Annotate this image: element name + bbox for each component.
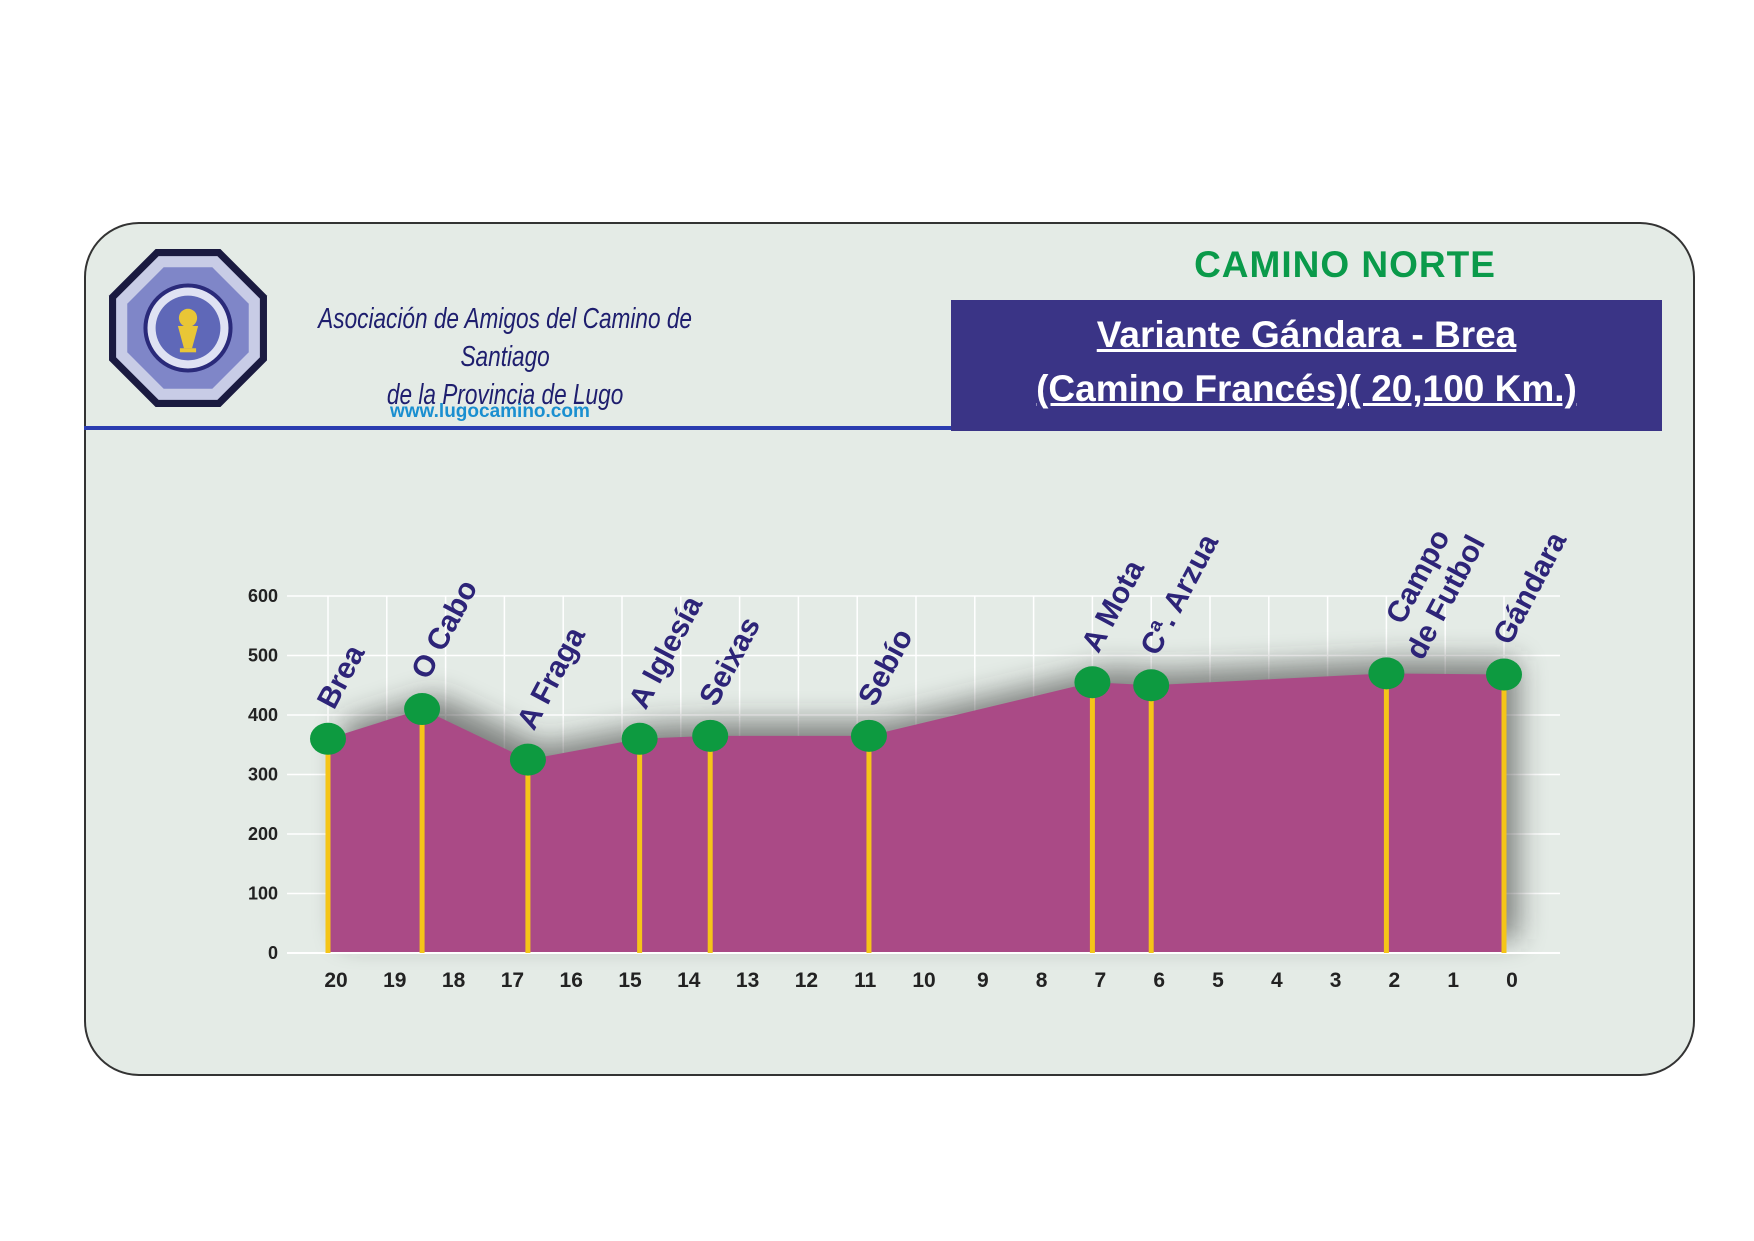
x-tick-label: 6 xyxy=(1153,969,1165,992)
y-tick-label: 100 xyxy=(248,884,278,904)
x-tick-label: 7 xyxy=(1095,969,1107,992)
x-tick-label: 18 xyxy=(442,969,466,992)
x-tick-label: 4 xyxy=(1271,969,1283,992)
place-markers xyxy=(310,657,1522,776)
place-label-line: Sebío xyxy=(852,623,919,711)
profile-area xyxy=(328,673,1504,953)
header-divider xyxy=(84,426,952,430)
x-tick-label: 13 xyxy=(736,969,759,992)
title-line-1: Variante Gándara - Brea xyxy=(1096,314,1517,355)
y-tick-label: 400 xyxy=(248,705,278,725)
website-link[interactable]: www.lugocamino.com xyxy=(390,401,590,422)
place-label: O Cabo xyxy=(405,575,484,685)
y-tick-label: 500 xyxy=(248,646,278,666)
place-label-line: Gándara xyxy=(1487,527,1573,650)
y-tick-label: 600 xyxy=(248,586,278,606)
y-tick-label: 0 xyxy=(268,943,278,963)
place-label: Brea xyxy=(311,639,372,714)
title-box: Variante Gándara - Brea (Camino Francés)… xyxy=(951,300,1662,431)
place-marker xyxy=(509,743,546,776)
place-marker xyxy=(1486,658,1522,691)
x-tick-label: 3 xyxy=(1330,969,1342,992)
place-label-line: Seixas xyxy=(693,612,767,711)
place-label-line: A Fraga xyxy=(511,622,592,735)
place-marker xyxy=(621,722,658,755)
place-marker xyxy=(1368,657,1405,690)
x-axis-labels: 20 19 18 17 16 15 14 13 12 11 10 9 8 7 6 5 4 3 2 1 0 xyxy=(324,969,1518,992)
x-tick-label: 16 xyxy=(560,969,583,992)
x-tick-label: 8 xyxy=(1036,969,1048,992)
x-tick-label: 9 xyxy=(977,969,989,992)
place-label-line: Brea xyxy=(311,639,372,714)
place-marker xyxy=(692,719,729,752)
place-marker xyxy=(404,693,441,726)
org-line-1: Asociación de Amigos del Camino de Santi… xyxy=(318,303,693,373)
place-label: A Fraga xyxy=(511,622,592,735)
x-tick-label: 1 xyxy=(1447,969,1459,992)
y-tick-label: 300 xyxy=(248,765,278,785)
place-label: Cª. Arzua xyxy=(1134,529,1225,661)
x-tick-label: 14 xyxy=(677,969,701,992)
x-tick-label: 20 xyxy=(324,969,347,992)
place-label: Gándara xyxy=(1487,527,1573,650)
place-marker xyxy=(310,722,346,755)
association-logo xyxy=(109,249,267,407)
place-label: Sebío xyxy=(852,623,919,711)
x-tick-label: 2 xyxy=(1389,969,1401,992)
place-marker xyxy=(850,719,887,752)
x-tick-label: 19 xyxy=(383,969,406,992)
x-tick-label: 0 xyxy=(1506,969,1518,992)
place-marker xyxy=(1133,669,1170,702)
place-label-line: O Cabo xyxy=(405,575,484,685)
y-tick-label: 200 xyxy=(248,824,278,844)
route-group-title: CAMINO NORTE xyxy=(1194,244,1496,285)
place-label-line: Cª. Arzua xyxy=(1134,529,1225,661)
title-line-2: (Camino Francés)( 20,100 Km.) xyxy=(1036,368,1577,409)
x-tick-label: 10 xyxy=(912,969,935,992)
org-line-2: de la Provincia de Lugo xyxy=(386,379,624,411)
place-label: Seixas xyxy=(693,612,767,711)
place-label: Campode Futbol xyxy=(1369,514,1492,665)
place-poles xyxy=(325,673,1507,953)
x-tick-label: 11 xyxy=(854,969,877,992)
x-tick-label: 12 xyxy=(795,969,818,992)
organization-name: Asociación de Amigos del Camino de Santi… xyxy=(275,300,735,414)
profile-area-group xyxy=(287,673,1560,954)
place-marker xyxy=(1074,666,1111,699)
x-tick-label: 15 xyxy=(618,969,642,992)
x-tick-label: 17 xyxy=(501,969,524,992)
x-tick-label: 5 xyxy=(1212,969,1224,992)
y-axis-labels: 0 100 200 300 400 500 600 xyxy=(248,586,278,963)
